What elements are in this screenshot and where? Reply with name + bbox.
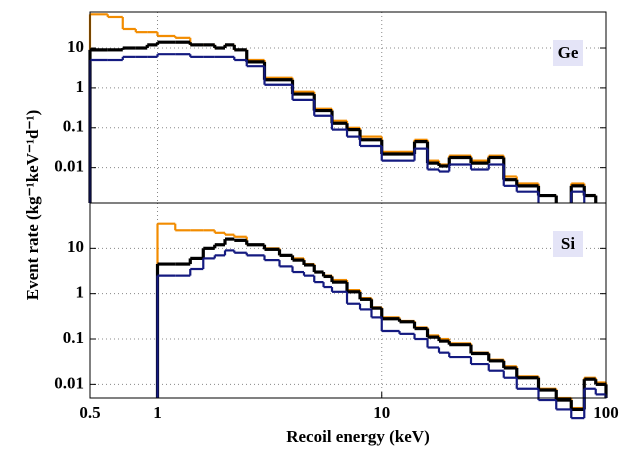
- frame: [89, 202, 607, 399]
- annotation: Si: [561, 234, 575, 253]
- x-axis-label: Recoil energy (keV): [286, 427, 430, 446]
- y-tick-label: 0.1: [63, 328, 84, 347]
- x-tick-label: 0.5: [79, 403, 100, 422]
- series: [156, 249, 608, 420]
- annotation-box: [553, 40, 583, 66]
- y-tick-label: 10: [67, 237, 84, 256]
- x-tick-label: 10: [373, 403, 390, 422]
- annotation: Ge: [558, 43, 579, 62]
- series: [88, 40, 598, 203]
- y-tick-label: 1: [76, 283, 85, 302]
- y-tick-label: 0.01: [54, 373, 84, 392]
- y-axis-label: Event rate (kg⁻¹keV⁻¹d⁻¹): [23, 110, 42, 300]
- y-tick-label: 0.1: [63, 117, 84, 136]
- annotation-box: [553, 231, 583, 257]
- x-tick-label: 1: [153, 403, 162, 422]
- y-tick-label: 0.01: [54, 157, 84, 176]
- y-tick-label: 1: [76, 77, 85, 96]
- x-tick-label: 100: [593, 403, 619, 422]
- y-tick-label: 10: [67, 37, 84, 56]
